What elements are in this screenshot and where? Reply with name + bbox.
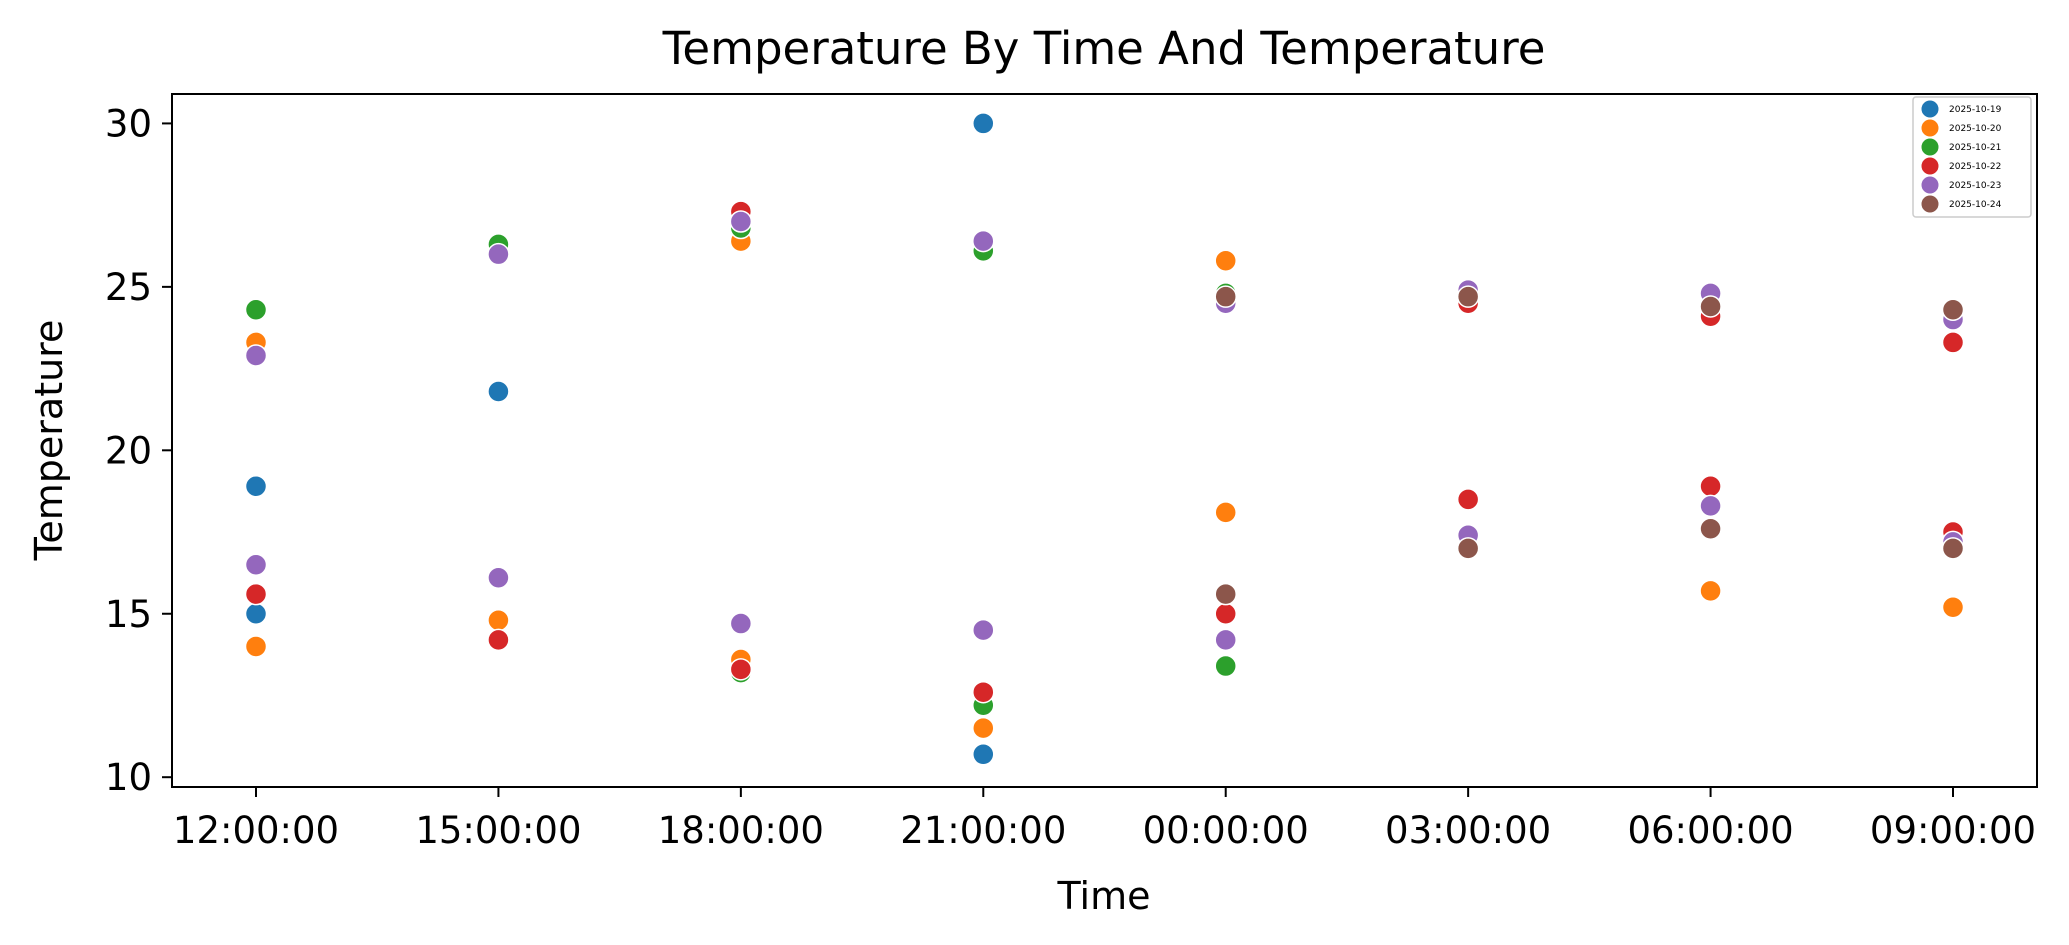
y-tick-label: 10	[105, 756, 152, 799]
data-point-2025-10-23	[244, 344, 268, 367]
x-axis-label: Time	[1057, 874, 1151, 918]
data-point-2025-10-20	[1214, 249, 1237, 272]
data-point-2025-10-20	[487, 609, 510, 632]
legend-box	[1912, 96, 2032, 218]
data-point-2025-10-24	[1214, 285, 1237, 308]
data-point-2025-10-20	[1214, 501, 1237, 524]
x-tick-label: 12:00:00	[173, 809, 339, 852]
y-tick-label: 25	[105, 266, 152, 309]
x-tick-label: 09:00:00	[1870, 809, 2036, 852]
data-point-2025-10-24	[1456, 285, 1480, 308]
data-point-2025-10-20	[972, 716, 995, 740]
legend-label: 2025-10-23	[1949, 181, 2001, 191]
data-point-2025-10-23	[729, 210, 753, 233]
data-point-2025-10-24	[1699, 517, 1722, 541]
legend-marker	[1920, 175, 1940, 195]
data-point-2025-10-22	[729, 658, 753, 681]
data-point-2025-10-24	[1941, 298, 1965, 321]
legend-marker	[1920, 99, 1940, 119]
data-point-2025-10-23	[972, 229, 995, 253]
data-point-2025-10-22	[244, 582, 268, 606]
data-point-2025-10-23	[487, 566, 510, 590]
x-tick-label: 06:00:00	[1627, 809, 1793, 852]
y-tick-label: 15	[105, 593, 152, 636]
data-point-2025-10-19	[244, 475, 268, 498]
legend-label: 2025-10-20	[1949, 124, 2002, 134]
data-point-2025-10-23	[1214, 628, 1237, 652]
legend-label: 2025-10-22	[1949, 162, 2001, 172]
data-point-2025-10-24	[1214, 582, 1237, 606]
x-tick-label: 15:00:00	[415, 809, 581, 852]
data-point-2025-10-22	[1699, 475, 1722, 498]
legend-marker	[1920, 194, 1940, 214]
y-axis-label: Temperature	[27, 320, 71, 562]
data-point-2025-10-23	[972, 618, 995, 642]
y-axis: 10 15 20 25 30	[105, 102, 172, 799]
x-tick-label: 21:00:00	[900, 809, 1066, 852]
data-point-2025-10-19	[972, 112, 995, 135]
data-point-2025-10-20	[1941, 595, 1965, 619]
data-point-2025-10-19	[972, 743, 995, 766]
data-point-2025-10-22	[487, 628, 510, 652]
data-point-2025-10-23	[487, 242, 510, 266]
x-axis: 12:00:00 15:00:00 18:00:00 21:00:00 00:00:00…	[173, 787, 2036, 852]
x-tick-label: 18:00:00	[658, 809, 824, 852]
data-point-2025-10-24	[1456, 537, 1480, 560]
chart-title: Temperature By Time And Temperature	[662, 22, 1546, 75]
data-point-2025-10-21	[244, 298, 268, 321]
data-point-2025-10-23	[729, 612, 753, 635]
legend: 2025-10-19 2025-10-20 2025-10-21 2025-10-22…	[1912, 96, 2032, 218]
legend-label: 2025-10-19	[1949, 105, 2002, 115]
x-tick-label: 03:00:00	[1385, 809, 1551, 852]
data-point-2025-10-22	[1941, 331, 1965, 354]
y-tick-label: 20	[105, 429, 152, 472]
data-point-2025-10-19	[487, 380, 510, 403]
legend-marker	[1920, 156, 1940, 176]
data-point-2025-10-21	[1214, 654, 1237, 678]
data-point-2025-10-24	[1941, 537, 1965, 560]
data-point-2025-10-19	[244, 602, 268, 625]
data-point-2025-10-22	[1214, 602, 1237, 625]
data-point-2025-10-24	[1699, 295, 1722, 318]
legend-marker	[1920, 118, 1940, 138]
data-point-2025-10-20	[1699, 579, 1722, 603]
data-point-2025-10-22	[1456, 488, 1480, 511]
plot-area	[244, 112, 1965, 766]
plot-frame	[171, 93, 2038, 788]
legend-marker	[1920, 137, 1940, 157]
legend-label: 2025-10-24	[1949, 200, 2002, 210]
data-point-2025-10-23	[244, 553, 268, 576]
data-point-2025-10-22	[972, 680, 995, 704]
x-tick-label: 00:00:00	[1143, 809, 1309, 852]
data-point-2025-10-23	[1699, 494, 1722, 518]
legend-label: 2025-10-21	[1949, 143, 2001, 153]
data-point-2025-10-20	[244, 635, 268, 658]
y-tick-label: 30	[105, 102, 152, 145]
